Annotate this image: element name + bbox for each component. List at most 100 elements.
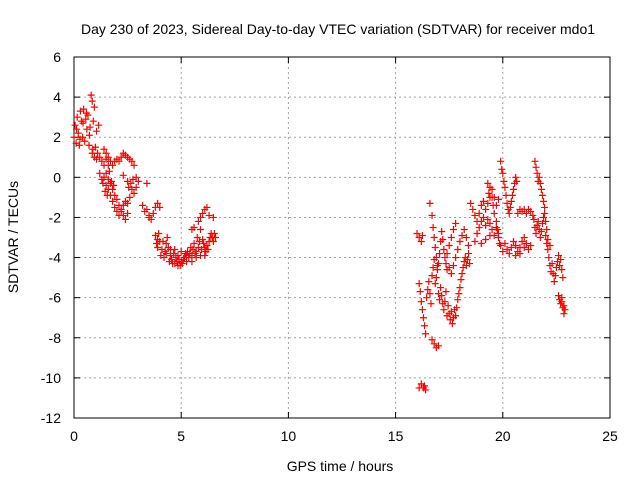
data-point xyxy=(128,157,136,165)
data-point xyxy=(75,141,83,149)
data-point xyxy=(486,219,494,227)
data-point xyxy=(466,260,474,268)
data-point xyxy=(436,296,444,304)
data-point xyxy=(438,292,446,300)
data-point xyxy=(426,199,434,207)
data-point xyxy=(444,302,452,310)
data-point xyxy=(441,298,449,306)
data-point xyxy=(454,296,462,304)
data-point xyxy=(558,298,566,306)
data-point xyxy=(100,145,108,153)
data-point xyxy=(442,288,450,296)
y-tick-label: -8 xyxy=(49,330,62,346)
data-point xyxy=(105,167,113,175)
data-point xyxy=(154,244,162,252)
x-tick-label: 10 xyxy=(281,428,297,444)
data-point xyxy=(437,284,445,292)
data-point xyxy=(469,205,477,213)
y-tick-label: -4 xyxy=(49,250,62,266)
data-point xyxy=(533,169,541,177)
y-tick-label: -12 xyxy=(41,410,61,426)
y-tick-label: -10 xyxy=(41,370,61,386)
data-point xyxy=(100,173,108,181)
data-point xyxy=(126,193,134,201)
data-point xyxy=(178,260,186,268)
data-point xyxy=(130,189,138,197)
grid-lines xyxy=(74,57,610,418)
data-point xyxy=(163,234,171,241)
data-point xyxy=(527,242,535,250)
data-point xyxy=(424,286,432,294)
data-point xyxy=(73,125,81,133)
data-point xyxy=(125,183,133,191)
data-point xyxy=(452,219,460,227)
data-point xyxy=(489,201,497,209)
x-tick-label: 5 xyxy=(177,428,185,444)
data-point xyxy=(512,173,520,181)
data-point xyxy=(111,203,119,211)
data-point xyxy=(143,205,151,213)
data-point xyxy=(81,137,89,145)
data-point xyxy=(205,211,213,219)
data-point xyxy=(440,306,448,314)
data-point xyxy=(196,225,204,233)
data-point xyxy=(497,242,505,250)
data-point xyxy=(193,234,201,241)
data-point xyxy=(540,197,548,205)
data-point xyxy=(447,234,455,241)
data-point xyxy=(508,191,516,199)
data-point xyxy=(99,179,107,187)
data-point xyxy=(71,121,79,129)
data-point xyxy=(545,254,553,262)
data-point xyxy=(495,195,503,203)
data-point xyxy=(95,121,103,129)
series-2 xyxy=(413,157,569,394)
data-point xyxy=(533,221,541,229)
data-point xyxy=(429,223,437,231)
data-point xyxy=(108,177,116,185)
data-point xyxy=(174,252,182,260)
data-point xyxy=(87,91,95,99)
data-point xyxy=(507,197,515,205)
data-point xyxy=(421,382,429,390)
data-point xyxy=(537,185,545,193)
data-point xyxy=(89,145,97,153)
data-point xyxy=(538,191,546,199)
data-point xyxy=(209,238,217,246)
data-point xyxy=(196,252,204,260)
data-point xyxy=(484,215,492,223)
data-point xyxy=(501,183,509,191)
data-point xyxy=(441,254,449,262)
data-point xyxy=(497,157,505,165)
y-axis-label: SDTVAR / TECUs xyxy=(5,181,21,293)
data-point xyxy=(132,173,140,181)
data-point xyxy=(544,246,552,254)
data-point xyxy=(428,272,436,280)
data-point xyxy=(421,322,429,330)
data-point xyxy=(505,250,513,258)
data-point xyxy=(102,149,110,157)
data-point xyxy=(482,221,490,229)
data-point xyxy=(88,149,96,157)
data-point xyxy=(477,201,485,209)
data-point xyxy=(419,314,427,322)
data-point xyxy=(157,252,165,260)
data-point xyxy=(431,244,439,252)
data-point xyxy=(490,209,498,217)
data-point xyxy=(188,225,196,233)
data-point xyxy=(119,171,127,179)
data-point xyxy=(477,240,485,248)
data-point xyxy=(498,165,506,173)
data-point xyxy=(109,185,117,193)
data-point xyxy=(471,238,479,246)
data-point xyxy=(139,201,147,209)
data-point xyxy=(486,183,494,191)
data-point xyxy=(452,254,460,262)
data-point xyxy=(416,288,424,296)
data-point xyxy=(124,209,132,217)
data-point xyxy=(430,234,438,241)
data-point xyxy=(518,238,526,246)
data-point xyxy=(537,227,545,235)
data-point xyxy=(453,304,461,312)
data-point xyxy=(473,229,481,237)
